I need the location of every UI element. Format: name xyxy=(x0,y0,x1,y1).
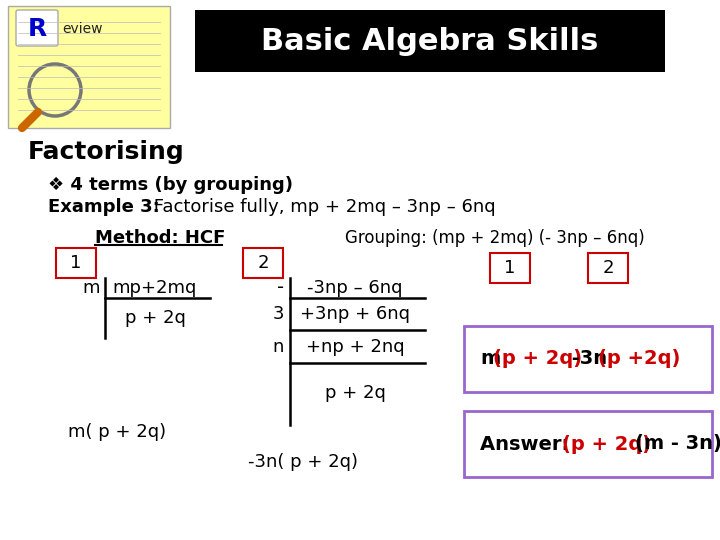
Text: Basic Algebra Skills: Basic Algebra Skills xyxy=(261,28,599,57)
Text: (m - 3n): (m - 3n) xyxy=(635,435,720,454)
Text: Factorise fully, mp + 2mq – 3np – 6nq: Factorise fully, mp + 2mq – 3np – 6nq xyxy=(148,198,495,216)
FancyBboxPatch shape xyxy=(464,411,712,477)
Text: m: m xyxy=(83,279,100,297)
FancyBboxPatch shape xyxy=(56,248,96,278)
Text: R: R xyxy=(27,17,47,41)
Text: (p + 2q): (p + 2q) xyxy=(562,435,651,454)
Text: Grouping: (mp + 2mq) (- 3np – 6nq): Grouping: (mp + 2mq) (- 3np – 6nq) xyxy=(345,229,644,247)
Text: Answer:: Answer: xyxy=(480,435,576,454)
Text: -: - xyxy=(277,279,284,298)
Text: p + 2q: p + 2q xyxy=(325,384,385,402)
Text: 2: 2 xyxy=(602,259,613,277)
Text: Example 3:: Example 3: xyxy=(48,198,160,216)
Text: m: m xyxy=(480,349,500,368)
FancyBboxPatch shape xyxy=(588,253,628,283)
FancyBboxPatch shape xyxy=(8,6,170,128)
Text: p + 2q: p + 2q xyxy=(125,309,186,327)
Text: -3n: -3n xyxy=(565,349,607,368)
FancyBboxPatch shape xyxy=(490,253,530,283)
FancyBboxPatch shape xyxy=(243,248,283,278)
Text: n: n xyxy=(273,338,284,356)
Text: (p + 2q): (p + 2q) xyxy=(493,349,582,368)
Text: +3np + 6nq: +3np + 6nq xyxy=(300,305,410,323)
FancyBboxPatch shape xyxy=(16,10,58,46)
Text: 2: 2 xyxy=(257,254,269,272)
Text: 3: 3 xyxy=(272,305,284,323)
Text: (p +2q): (p +2q) xyxy=(598,349,680,368)
Text: +np + 2nq: +np + 2nq xyxy=(306,338,405,356)
Text: Factorising: Factorising xyxy=(28,140,185,164)
Text: eview: eview xyxy=(62,22,102,36)
Text: -3np – 6nq: -3np – 6nq xyxy=(307,279,402,297)
FancyBboxPatch shape xyxy=(464,326,712,392)
Text: -3n( p + 2q): -3n( p + 2q) xyxy=(248,453,358,471)
FancyBboxPatch shape xyxy=(195,10,665,72)
Text: 1: 1 xyxy=(71,254,81,272)
Text: 1: 1 xyxy=(504,259,516,277)
Text: mp+2mq: mp+2mq xyxy=(113,279,197,297)
Text: m( p + 2q): m( p + 2q) xyxy=(68,423,166,441)
Text: Method: HCF: Method: HCF xyxy=(95,229,225,247)
Text: ❖ 4 terms (by grouping): ❖ 4 terms (by grouping) xyxy=(48,176,293,194)
